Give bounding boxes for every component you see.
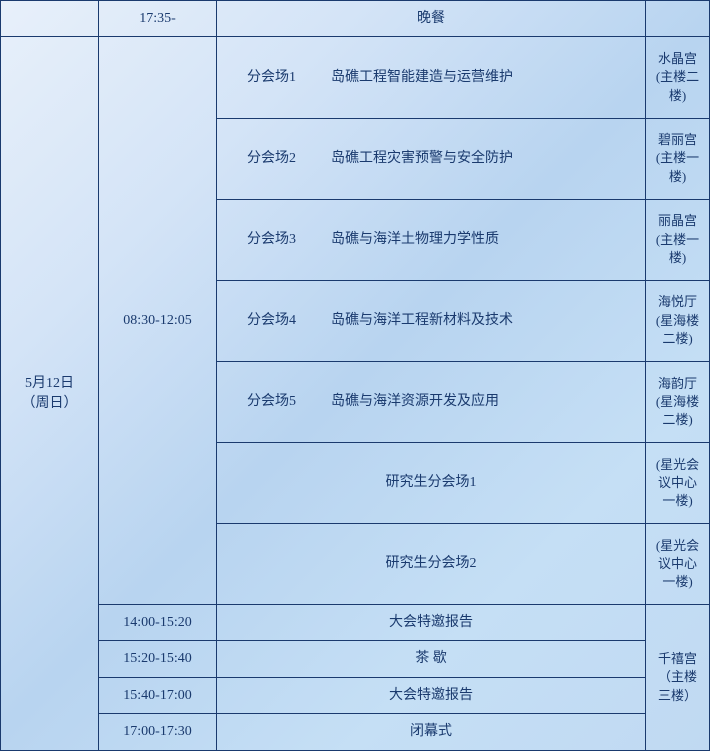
session-cell: 研究生分会场2: [217, 523, 646, 604]
session-cell: 分会场4 岛礁与海洋工程新材料及技术: [217, 280, 646, 361]
session-cell: 分会场3 岛礁与海洋土物理力学性质: [217, 199, 646, 280]
table-row: 5月12日（周日）08:30-12:05分会场1 岛礁工程智能建造与运营维护水晶…: [1, 37, 710, 118]
content-cell: 晚餐: [217, 1, 646, 37]
session-title: 岛礁与海洋工程新材料及技术: [331, 313, 513, 328]
session-title: 岛礁工程灾害预警与安全防护: [331, 151, 513, 166]
table-body: 17:35-晚餐5月12日（周日）08:30-12:05分会场1 岛礁工程智能建…: [1, 1, 710, 751]
session-title: 岛礁与海洋资源开发及应用: [331, 394, 499, 409]
time-cell: 08:30-12:05: [99, 37, 217, 605]
location-cell: (星光会议中心一楼): [646, 523, 710, 604]
session-cell: 分会场5 岛礁与海洋资源开发及应用: [217, 361, 646, 442]
session-label: 分会场3: [247, 230, 317, 250]
time-cell: 15:20-15:40: [99, 641, 217, 677]
table-row: 14:00-15:20大会特邀报告千禧宫（主楼三楼）: [1, 605, 710, 641]
location-cell: [646, 1, 710, 37]
session-cell: 分会场2 岛礁工程灾害预警与安全防护: [217, 118, 646, 199]
empty-cell: [1, 1, 99, 37]
session-cell: 分会场1 岛礁工程智能建造与运营维护: [217, 37, 646, 118]
location-cell: (星光会议中心一楼): [646, 442, 710, 523]
table-row: 15:20-15:40茶 歇: [1, 641, 710, 677]
location-cell: 水晶宫(主楼二楼): [646, 37, 710, 118]
time-cell: 17:35-: [99, 1, 217, 37]
table-row: 17:00-17:30闭幕式: [1, 714, 710, 751]
content-cell: 大会特邀报告: [217, 677, 646, 713]
session-title: 岛礁工程智能建造与运营维护: [331, 70, 513, 85]
content-cell: 大会特邀报告: [217, 605, 646, 641]
session-label: 分会场2: [247, 149, 317, 169]
table-row: 17:35-晚餐: [1, 1, 710, 37]
session-label: 分会场1: [247, 68, 317, 88]
date-cell: 5月12日（周日）: [1, 37, 99, 751]
time-cell: 15:40-17:00: [99, 677, 217, 713]
session-label: 分会场5: [247, 392, 317, 412]
content-cell: 茶 歇: [217, 641, 646, 677]
time-cell: 17:00-17:30: [99, 714, 217, 751]
schedule-table: 17:35-晚餐5月12日（周日）08:30-12:05分会场1 岛礁工程智能建…: [0, 0, 710, 751]
location-cell: 海韵厅(星海楼二楼): [646, 361, 710, 442]
location-cell: 碧丽宫(主楼一楼): [646, 118, 710, 199]
session-title: 岛礁与海洋土物理力学性质: [331, 232, 499, 247]
session-cell: 研究生分会场1: [217, 442, 646, 523]
location-cell: 丽晶宫(主楼一楼): [646, 199, 710, 280]
time-cell: 14:00-15:20: [99, 605, 217, 641]
location-cell: 海悦厅(星海楼二楼): [646, 280, 710, 361]
location-cell: 千禧宫（主楼三楼）: [646, 605, 710, 751]
content-cell: 闭幕式: [217, 714, 646, 751]
session-label: 分会场4: [247, 311, 317, 331]
table-row: 15:40-17:00大会特邀报告: [1, 677, 710, 713]
